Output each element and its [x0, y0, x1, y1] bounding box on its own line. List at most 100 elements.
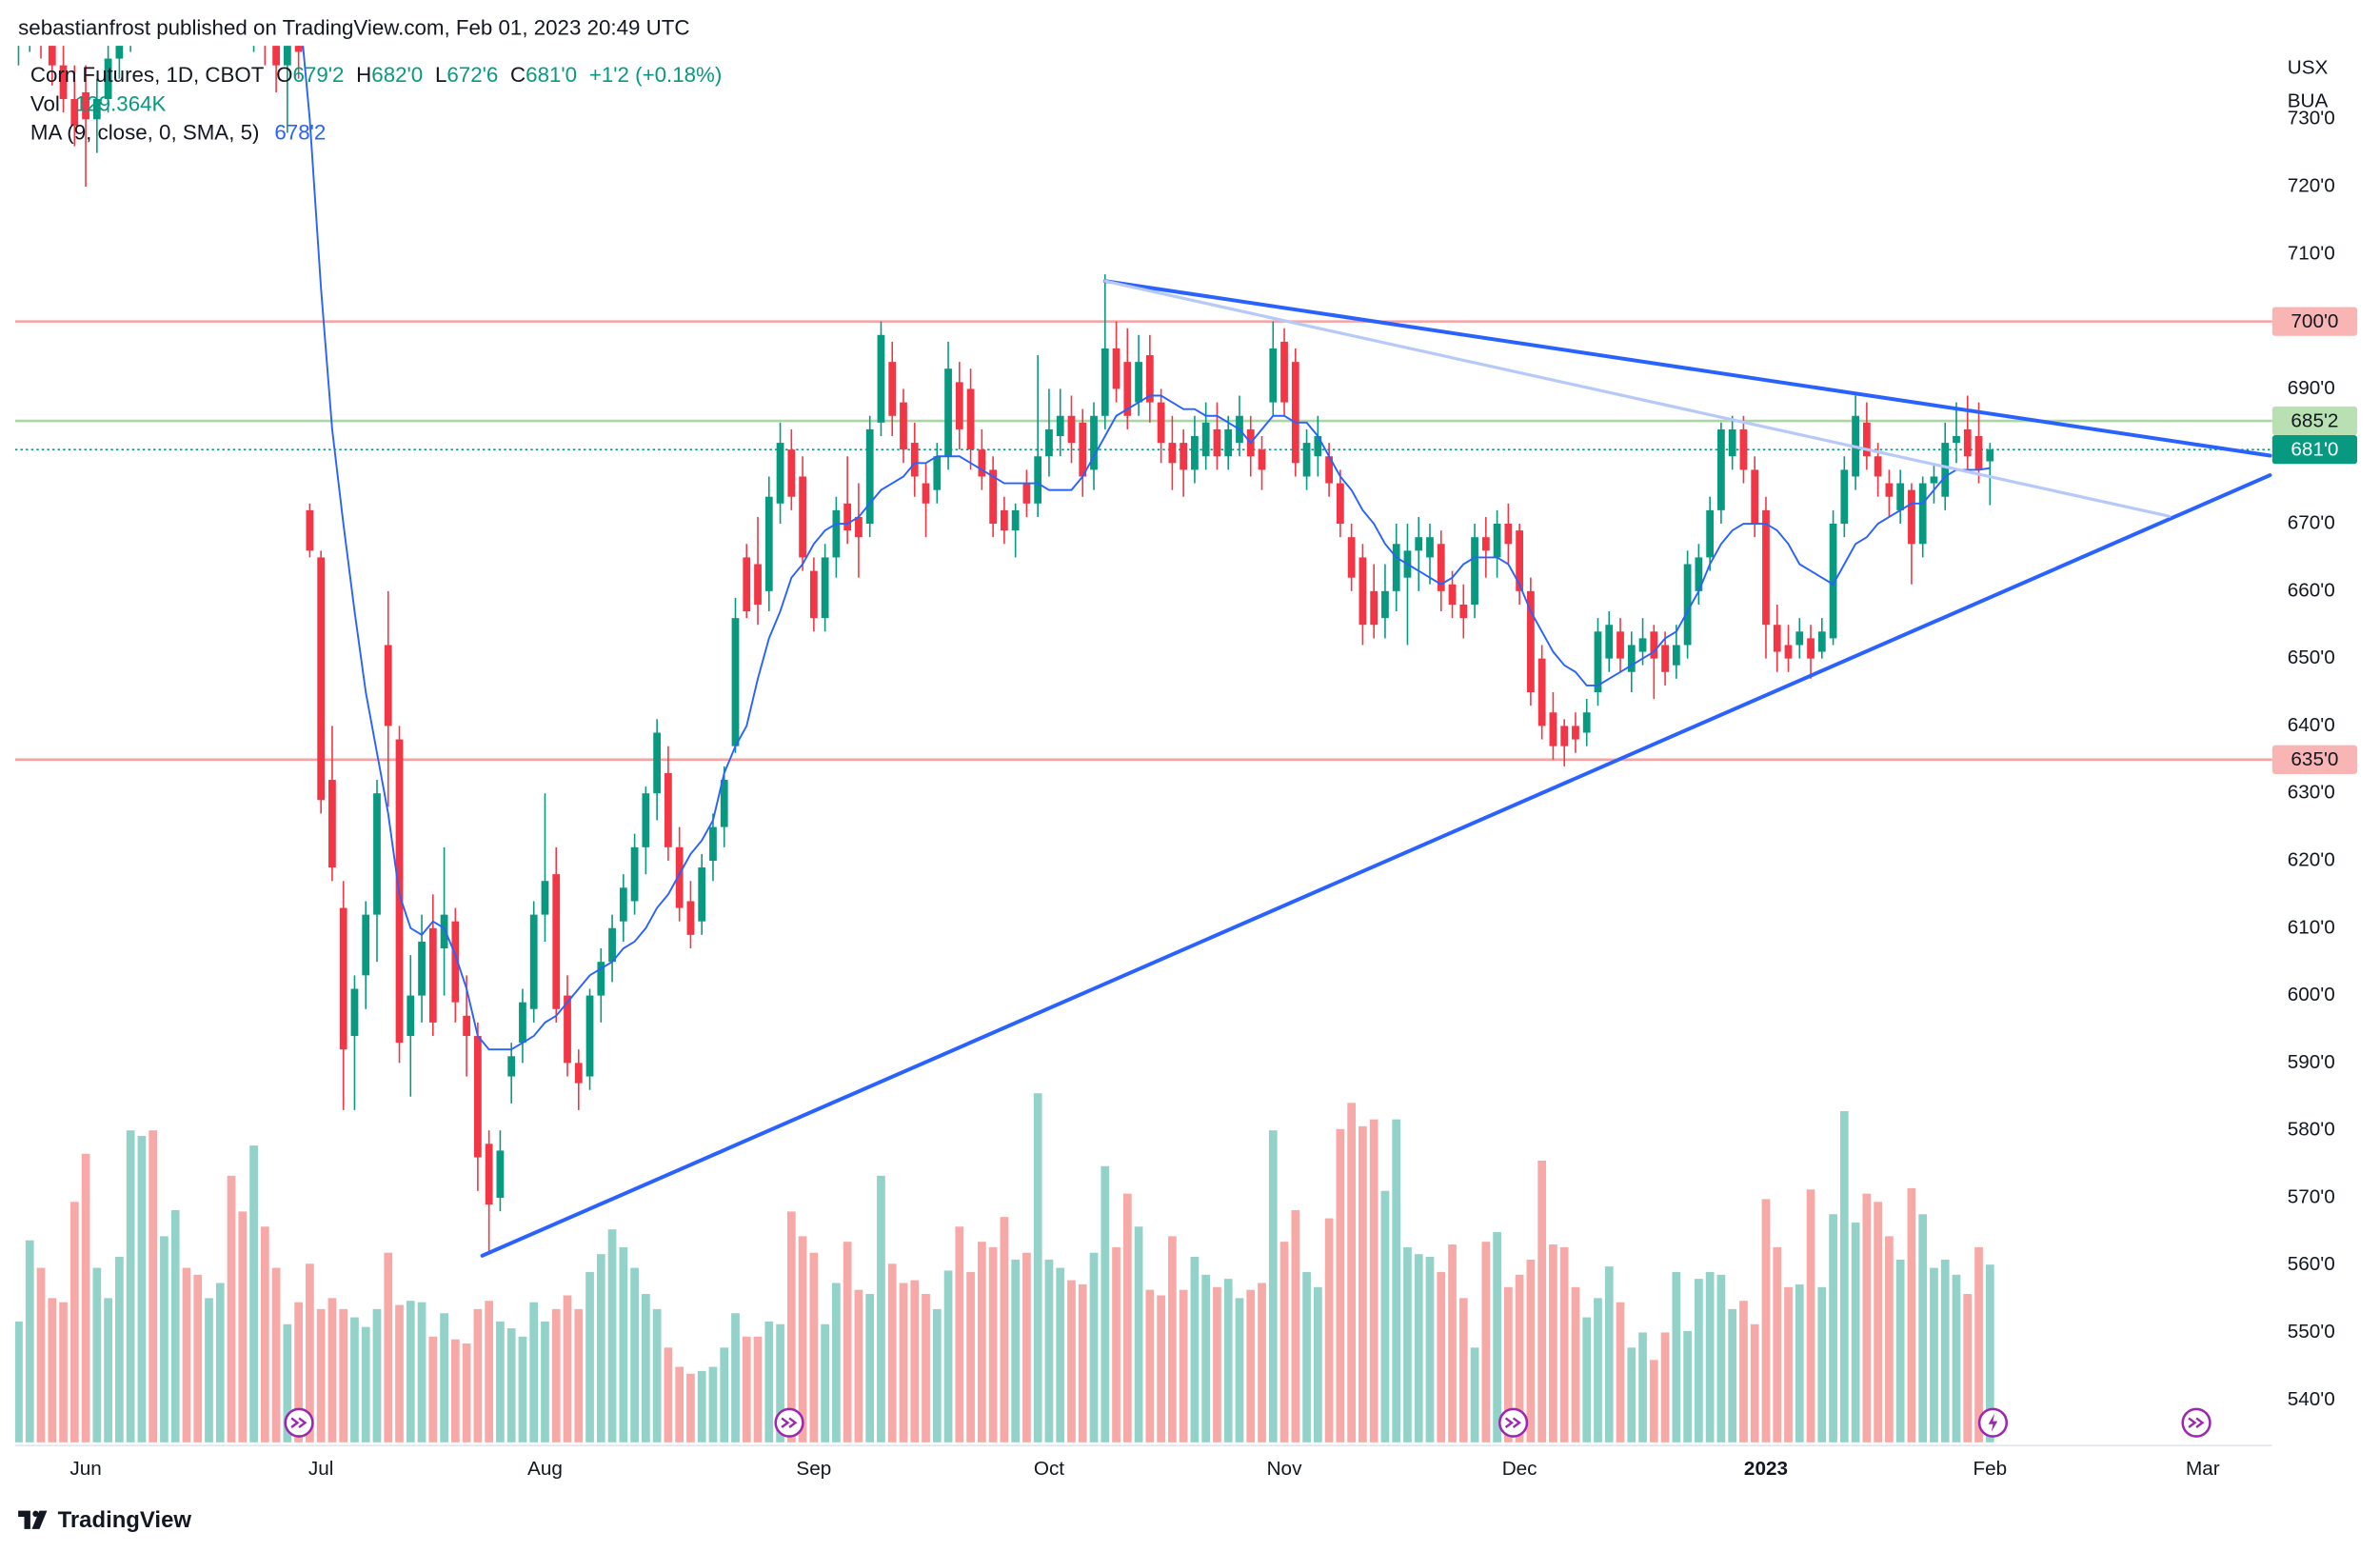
event-icon[interactable]: [284, 1407, 314, 1438]
candle-body: [294, 46, 303, 52]
candle-body: [1123, 362, 1132, 416]
volume-bar: [1974, 1246, 1983, 1443]
candle-body: [1336, 483, 1344, 525]
volume-bar: [832, 1283, 841, 1443]
volume-bar: [485, 1301, 494, 1443]
volume-bar: [1795, 1283, 1804, 1443]
candle-body: [922, 483, 930, 504]
candle-body: [832, 509, 841, 558]
volume-bar: [327, 1298, 337, 1443]
volume-bar: [1839, 1110, 1849, 1443]
volume-bar: [1907, 1187, 1916, 1443]
volume-bar: [417, 1302, 426, 1443]
y-tick-label: 580'0: [2288, 1119, 2335, 1141]
volume-bar: [1683, 1330, 1692, 1443]
volume-bar: [395, 1304, 404, 1443]
y-tick-label: 640'0: [2288, 714, 2335, 736]
y-tick-label: 620'0: [2288, 848, 2335, 870]
event-icon[interactable]: [2181, 1407, 2211, 1438]
volume-bar: [652, 1308, 662, 1443]
volume-bar: [1324, 1218, 1334, 1443]
candle-body: [1034, 456, 1042, 504]
volume-bar: [1279, 1242, 1289, 1443]
candle-body: [720, 780, 728, 827]
volume-bar: [506, 1328, 516, 1443]
candle-body: [910, 443, 919, 477]
price-label: 700'0: [2291, 310, 2338, 332]
volume-bar: [450, 1339, 460, 1443]
volume-bar: [541, 1321, 549, 1443]
volume-bar: [1985, 1264, 1994, 1443]
candle-body: [776, 443, 784, 504]
price-label-bg: [2271, 307, 2358, 336]
candle-body: [1168, 443, 1177, 464]
candle-body: [1974, 435, 1983, 470]
candle-body: [463, 1015, 470, 1037]
volume-bar: [977, 1242, 986, 1443]
volume-bar: [1033, 1093, 1042, 1443]
c-value: 681'0: [526, 63, 577, 87]
candle-body: [1112, 348, 1121, 389]
volume-bar: [1627, 1347, 1636, 1443]
volume-bar: [1649, 1360, 1658, 1443]
volume-bar: [910, 1280, 920, 1443]
y-tick-label: 690'0: [2288, 377, 2335, 399]
candle-body: [564, 995, 571, 1064]
candle-body: [653, 732, 662, 794]
volume-bar: [1504, 1286, 1513, 1443]
x-tick-label: Nov: [1267, 1458, 1302, 1480]
volume-bar: [428, 1336, 438, 1443]
candle-body: [1459, 604, 1468, 619]
volume-bar: [1829, 1214, 1837, 1443]
candle-body: [933, 456, 942, 490]
candle-body: [1650, 631, 1658, 659]
vol-value: 129.364K: [75, 91, 167, 115]
candle-body: [529, 914, 538, 1009]
candle-body: [1415, 537, 1423, 551]
unit: BUA: [2288, 90, 2329, 112]
volume-bar: [708, 1366, 718, 1443]
volume-bar: [1695, 1279, 1703, 1443]
price-label-bg: [2271, 745, 2358, 774]
volume-bar: [193, 1274, 203, 1443]
candle-body: [362, 914, 370, 976]
candle-body: [821, 557, 829, 619]
candle-body: [1885, 483, 1894, 497]
volume-bar: [1773, 1246, 1782, 1443]
y-tick-label: 590'0: [2288, 1051, 2335, 1073]
volume-bar: [1448, 1244, 1457, 1443]
candle-body: [754, 564, 762, 605]
volume-bar: [1157, 1295, 1165, 1443]
volume-bar: [809, 1252, 819, 1443]
moving-average: [302, 46, 1991, 1051]
event-icon[interactable]: [774, 1407, 804, 1438]
volume-bar: [170, 1209, 180, 1443]
candle-body: [1862, 422, 1871, 457]
volume-bar: [137, 1135, 147, 1443]
volume-bar: [1089, 1252, 1099, 1443]
event-icon[interactable]: [1497, 1407, 1529, 1438]
volume-bar: [69, 1202, 79, 1443]
candle-body: [1594, 631, 1602, 693]
candle-body: [1001, 509, 1008, 531]
volume-bar: [1761, 1199, 1771, 1443]
volume-bar: [1493, 1232, 1501, 1443]
candle-body: [1874, 456, 1882, 477]
volume-bar: [182, 1267, 191, 1443]
candle-body: [966, 388, 975, 450]
volume-bar: [596, 1254, 605, 1443]
volume-bar: [675, 1366, 684, 1443]
candle-body: [855, 516, 863, 538]
candle-body: [1953, 435, 1960, 444]
volume-bar: [607, 1229, 617, 1443]
volume-bar: [776, 1323, 784, 1443]
candle-body: [451, 921, 460, 1003]
ma-value: 678'2: [274, 120, 326, 144]
volume-bar: [160, 1236, 169, 1443]
volume-bar: [821, 1323, 829, 1443]
event-icon[interactable]: [1977, 1407, 2009, 1438]
candle-body: [59, 65, 68, 100]
o-label: O: [276, 63, 292, 87]
volume-bar: [1638, 1332, 1647, 1443]
